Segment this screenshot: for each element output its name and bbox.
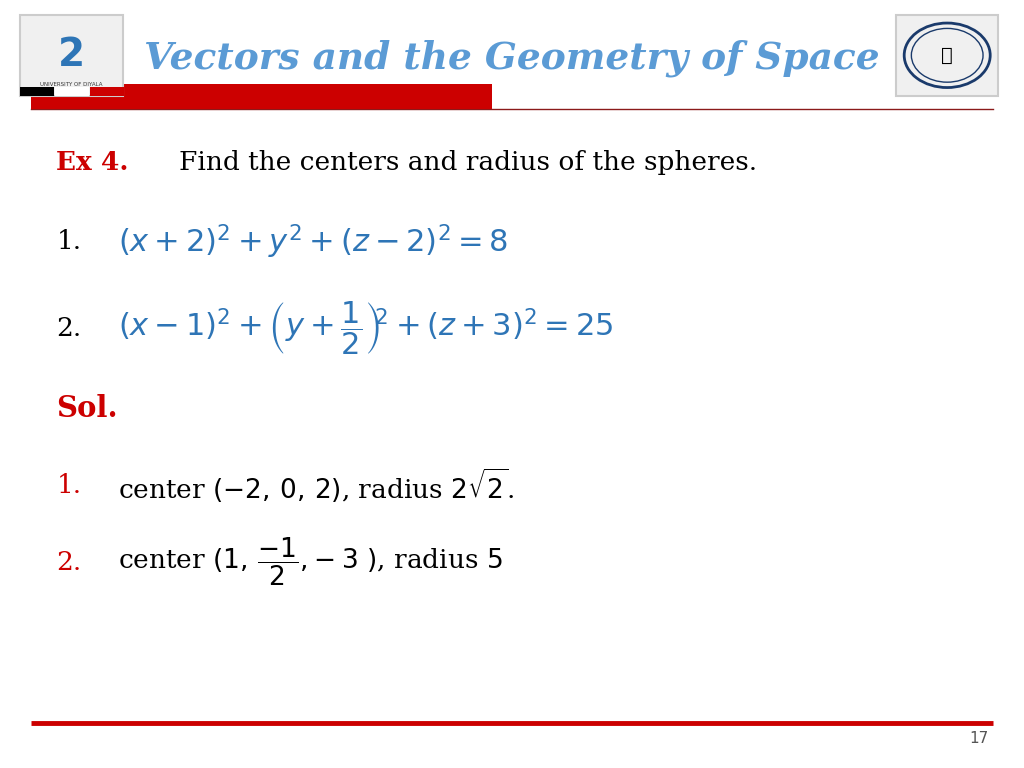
Text: center $(-2,\, 0,\, 2)$, radius $2\sqrt{2}$.: center $(-2,\, 0,\, 2)$, radius $2\sqrt{… [118,466,514,505]
Text: UNIVERSITY OF DIYALA: UNIVERSITY OF DIYALA [40,82,103,87]
FancyBboxPatch shape [896,15,998,96]
Text: 1.: 1. [56,473,82,498]
Text: $(x - 1)^2 + \left(y + \dfrac{1}{2}\right)^{\!\!2} + (z + 3)^2 = 25$: $(x - 1)^2 + \left(y + \dfrac{1}{2}\righ… [118,300,613,357]
Text: Ex 4.: Ex 4. [56,151,129,175]
Text: 17: 17 [969,731,988,746]
Text: $(x + 2)^2 + y^2 + (z - 2)^2 = 8$: $(x + 2)^2 + y^2 + (z - 2)^2 = 8$ [118,223,508,261]
Text: 2.: 2. [56,550,82,574]
Text: Find the centers and radius of the spheres.: Find the centers and radius of the spher… [179,151,758,175]
Text: Sol.: Sol. [56,394,118,423]
Text: center $(1,\, \dfrac{-1}{2},\!-3\ )$, radius $5$: center $(1,\, \dfrac{-1}{2},\!-3\ )$, ra… [118,536,503,588]
FancyBboxPatch shape [20,15,123,96]
FancyBboxPatch shape [55,87,89,96]
FancyBboxPatch shape [20,87,54,96]
Text: 🏛: 🏛 [941,46,953,65]
FancyBboxPatch shape [90,87,124,96]
FancyBboxPatch shape [31,84,492,109]
Text: 2.: 2. [56,316,82,341]
Text: 1.: 1. [56,230,82,254]
Text: Vectors and the Geometry of Space: Vectors and the Geometry of Space [144,40,880,77]
Text: 2: 2 [58,36,85,74]
